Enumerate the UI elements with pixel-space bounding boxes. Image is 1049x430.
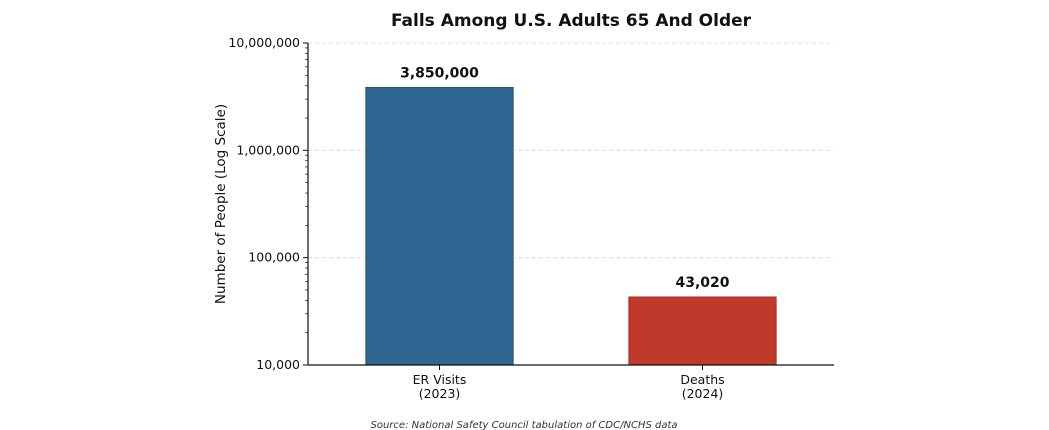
bar-value-label: 43,020 (675, 275, 729, 291)
x-tick-label: Deaths (680, 372, 724, 387)
source-note: Source: National Safety Council tabulati… (371, 420, 678, 430)
labels: 10,000 100,000 1,000,000 10,000,000 3,850,00… (228, 35, 729, 401)
x-tick-label: (2023) (419, 386, 461, 401)
axes (303, 42, 834, 370)
x-tick-label: (2024) (682, 386, 724, 401)
y-tick-label: 1,000,000 (236, 142, 300, 157)
bar (628, 296, 777, 366)
bars (365, 86, 777, 366)
y-tick-label: 10,000 (256, 357, 300, 372)
bar (365, 86, 514, 366)
chart-title: Falls Among U.S. Adults 65 And Older (391, 11, 752, 31)
y-tick-label: 10,000,000 (228, 35, 300, 50)
bar-value-label: 3,850,000 (400, 65, 479, 81)
y-axis-label: Number of People (Log Scale) (213, 104, 229, 304)
y-tick-label: 100,000 (248, 250, 300, 265)
x-tick-label: ER Visits (413, 372, 467, 387)
